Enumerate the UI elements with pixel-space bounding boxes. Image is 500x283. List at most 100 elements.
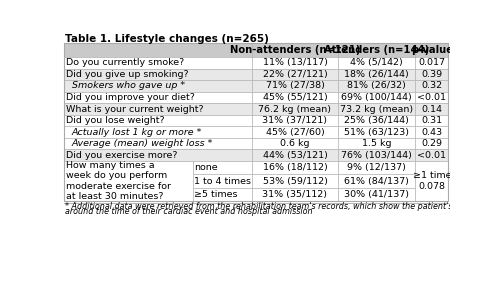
Bar (252, 92, 338, 103)
Bar (415, 43, 448, 57)
Bar (415, 161, 448, 201)
Bar (64, 103, 252, 115)
Text: 18% (26/144): 18% (26/144) (344, 70, 409, 79)
Bar (252, 149, 338, 161)
Bar (252, 127, 338, 138)
Text: Did you give up smoking?: Did you give up smoking? (66, 70, 188, 79)
Text: ≥5 times: ≥5 times (194, 190, 238, 199)
Text: 1 to 4 times: 1 to 4 times (194, 177, 252, 186)
Text: 11% (13/117): 11% (13/117) (262, 58, 328, 67)
Bar (64, 43, 448, 201)
Bar (338, 174, 415, 188)
Bar (338, 188, 415, 201)
Text: 69% (100/144): 69% (100/144) (341, 93, 412, 102)
Bar (415, 115, 448, 127)
Bar (252, 138, 338, 149)
Text: 4% (5/142): 4% (5/142) (350, 58, 403, 67)
Text: Did you exercise more?: Did you exercise more? (66, 151, 177, 160)
Bar (338, 115, 415, 127)
Text: ≥1 time
0.078: ≥1 time 0.078 (412, 171, 451, 191)
Text: 73.2 kg (mean): 73.2 kg (mean) (340, 104, 413, 113)
Text: Actually lost 1 kg or more *: Actually lost 1 kg or more * (72, 128, 202, 137)
Text: Attenders (n=144): Attenders (n=144) (324, 45, 429, 55)
Text: 0.39: 0.39 (421, 70, 442, 79)
Bar (64, 115, 252, 127)
Text: Average (mean) weight loss *: Average (mean) weight loss * (72, 139, 213, 148)
Text: 0.017: 0.017 (418, 58, 446, 67)
Text: 0.32: 0.32 (421, 82, 442, 91)
Bar (64, 92, 252, 103)
Text: Did you lose weight?: Did you lose weight? (66, 116, 164, 125)
Text: 1.5 kg: 1.5 kg (362, 139, 391, 148)
Bar (338, 138, 415, 149)
Bar (252, 57, 338, 68)
Bar (338, 80, 415, 92)
Bar (415, 92, 448, 103)
Text: * Additional data were retrieved from the rehabilitation team's records, which s: * Additional data were retrieved from th… (65, 202, 500, 211)
Text: 76% (103/144): 76% (103/144) (341, 151, 412, 160)
Bar (415, 103, 448, 115)
Bar (338, 103, 415, 115)
Text: 22% (27/121): 22% (27/121) (262, 70, 328, 79)
Text: How many times a
week do you perform
moderate exercise for
at least 30 minutes?: How many times a week do you perform mod… (66, 161, 170, 201)
Bar (192, 174, 252, 188)
Bar (338, 43, 415, 57)
Text: p-value: p-value (411, 45, 453, 55)
Bar (252, 174, 338, 188)
Text: 71% (27/38): 71% (27/38) (266, 82, 324, 91)
Bar (64, 43, 252, 57)
Bar (338, 68, 415, 80)
Text: 0.14: 0.14 (422, 104, 442, 113)
Text: 9% (12/137): 9% (12/137) (347, 163, 406, 172)
Bar (252, 161, 338, 174)
Text: 76.2 kg (mean): 76.2 kg (mean) (258, 104, 332, 113)
Bar (338, 149, 415, 161)
Bar (252, 68, 338, 80)
Text: 0.31: 0.31 (421, 116, 442, 125)
Text: Did you improve your diet?: Did you improve your diet? (66, 93, 194, 102)
Text: 61% (84/137): 61% (84/137) (344, 177, 409, 186)
Bar (252, 103, 338, 115)
Bar (338, 161, 415, 174)
Text: 25% (36/144): 25% (36/144) (344, 116, 409, 125)
Text: 45% (55/121): 45% (55/121) (262, 93, 328, 102)
Text: 31% (37/121): 31% (37/121) (262, 116, 328, 125)
Bar (64, 161, 192, 201)
Text: 0.6 kg: 0.6 kg (280, 139, 310, 148)
Bar (252, 115, 338, 127)
Text: 31% (35/112): 31% (35/112) (262, 190, 328, 199)
Bar (64, 138, 252, 149)
Bar (415, 149, 448, 161)
Bar (192, 188, 252, 201)
Text: Smokers who gave up *: Smokers who gave up * (72, 82, 185, 91)
Bar (64, 149, 252, 161)
Text: 53% (59/112): 53% (59/112) (262, 177, 328, 186)
Text: 81% (26/32): 81% (26/32) (347, 82, 406, 91)
Bar (415, 57, 448, 68)
Bar (415, 138, 448, 149)
Text: 30% (41/137): 30% (41/137) (344, 190, 409, 199)
Text: 51% (63/123): 51% (63/123) (344, 128, 409, 137)
Text: <0.01: <0.01 (418, 93, 446, 102)
Bar (415, 68, 448, 80)
Bar (415, 80, 448, 92)
Bar (64, 80, 252, 92)
Bar (252, 43, 338, 57)
Text: <0.01: <0.01 (418, 151, 446, 160)
Bar (64, 127, 252, 138)
Bar (64, 57, 252, 68)
Text: Non-attenders (n=121): Non-attenders (n=121) (230, 45, 360, 55)
Bar (338, 92, 415, 103)
Text: 0.29: 0.29 (422, 139, 442, 148)
Text: Do you currently smoke?: Do you currently smoke? (66, 58, 184, 67)
Bar (252, 80, 338, 92)
Text: 16% (18/112): 16% (18/112) (262, 163, 328, 172)
Text: Table 1. Lifestyle changes (n=265): Table 1. Lifestyle changes (n=265) (65, 34, 268, 44)
Bar (338, 57, 415, 68)
Text: 0.43: 0.43 (421, 128, 442, 137)
Bar (338, 127, 415, 138)
Text: What is your current weight?: What is your current weight? (66, 104, 203, 113)
Text: 44% (53/121): 44% (53/121) (262, 151, 328, 160)
Text: none: none (194, 163, 218, 172)
Bar (192, 161, 252, 174)
